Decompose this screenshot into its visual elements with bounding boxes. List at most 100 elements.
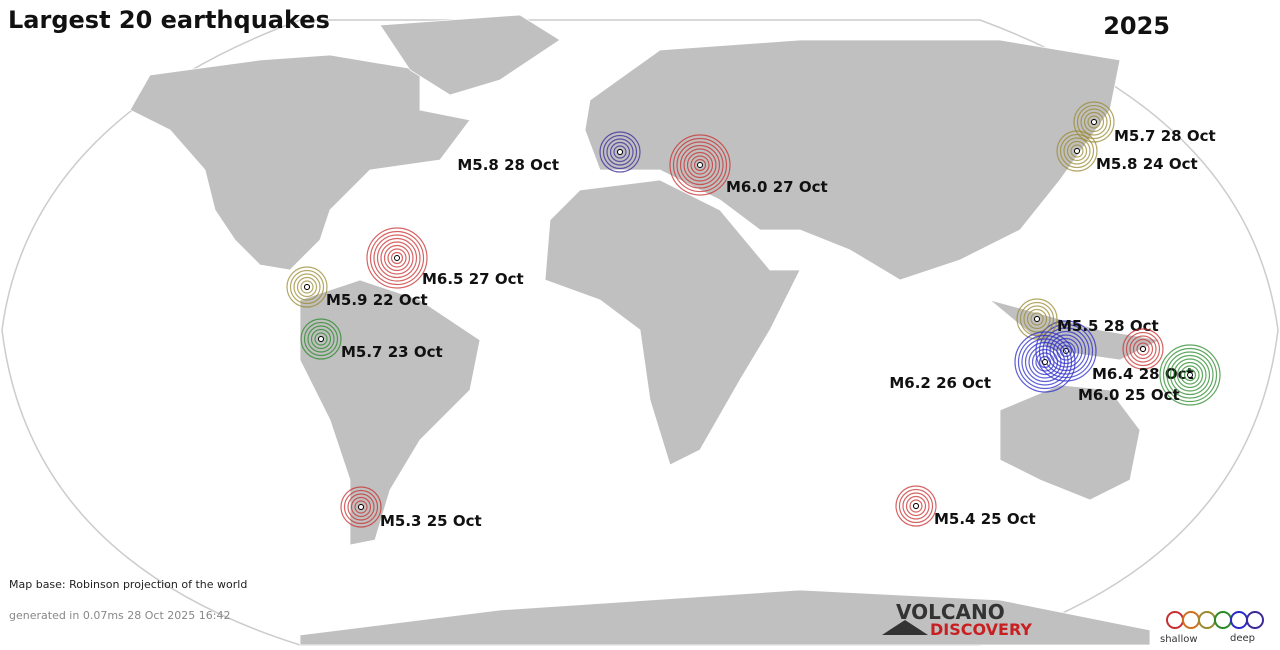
map-base-note: Map base: Robinson projection of the wor… bbox=[9, 578, 247, 591]
ring bbox=[289, 269, 325, 305]
center bbox=[358, 504, 364, 510]
quake-label: M5.5 28 Oct bbox=[1057, 317, 1159, 335]
ring bbox=[293, 273, 321, 301]
generated-note: generated in 0.07ms 28 Oct 2025 16:42 bbox=[9, 609, 230, 622]
center bbox=[1042, 359, 1048, 365]
legend-deep: deep bbox=[1230, 633, 1255, 644]
center bbox=[304, 284, 310, 290]
ring bbox=[1180, 365, 1200, 385]
ring bbox=[1176, 361, 1204, 389]
quake-label: M5.7 23 Oct bbox=[341, 343, 443, 361]
ring bbox=[1073, 101, 1115, 143]
ring bbox=[296, 276, 318, 298]
north-america bbox=[129, 54, 471, 271]
brand-line1: VOLCANO bbox=[896, 600, 1005, 624]
ring bbox=[1166, 351, 1214, 399]
ring bbox=[902, 492, 930, 520]
ring bbox=[1083, 111, 1105, 133]
ring bbox=[1035, 352, 1055, 372]
ring bbox=[380, 241, 414, 275]
ring bbox=[905, 495, 927, 517]
ring bbox=[340, 486, 382, 528]
ring bbox=[387, 248, 407, 268]
quake-marker bbox=[1056, 130, 1098, 172]
ring bbox=[1136, 342, 1150, 356]
quake-marker bbox=[1014, 331, 1076, 393]
quake-marker bbox=[1122, 328, 1164, 370]
brand-logo bbox=[882, 620, 928, 635]
ring bbox=[350, 496, 372, 518]
quake-marker bbox=[599, 131, 641, 173]
ring bbox=[690, 155, 710, 175]
ring bbox=[354, 500, 368, 514]
ring bbox=[314, 332, 328, 346]
quake-label: M5.8 24 Oct bbox=[1096, 155, 1198, 173]
ring bbox=[1030, 312, 1044, 326]
ring bbox=[1125, 331, 1161, 367]
ring bbox=[1070, 144, 1084, 158]
ring bbox=[898, 488, 934, 524]
ring bbox=[390, 251, 404, 265]
center bbox=[913, 503, 919, 509]
quake-label: M5.4 25 Oct bbox=[934, 510, 1036, 528]
year: 2025 bbox=[1103, 12, 1170, 40]
quake-label: M5.9 22 Oct bbox=[326, 291, 428, 309]
ring bbox=[669, 134, 731, 196]
quake-label: M5.7 28 Oct bbox=[1114, 127, 1216, 145]
quake-marker bbox=[340, 486, 382, 528]
eurasia bbox=[584, 39, 1121, 281]
ring bbox=[1169, 354, 1211, 396]
center bbox=[1034, 316, 1040, 322]
ring bbox=[343, 489, 379, 525]
ring bbox=[369, 230, 425, 286]
ring bbox=[1173, 358, 1207, 392]
ring bbox=[1059, 133, 1095, 169]
ring bbox=[1132, 338, 1154, 360]
ring bbox=[1028, 345, 1062, 379]
center bbox=[1091, 119, 1097, 125]
quake-marker bbox=[895, 485, 937, 527]
center bbox=[394, 255, 400, 261]
center bbox=[1074, 148, 1080, 154]
ring bbox=[366, 227, 428, 289]
ring bbox=[383, 244, 411, 272]
ring bbox=[1016, 298, 1058, 340]
quake-label: M6.2 26 Oct bbox=[889, 374, 991, 392]
ring bbox=[1042, 327, 1090, 375]
center bbox=[697, 162, 703, 168]
center bbox=[1140, 346, 1146, 352]
quake-marker bbox=[366, 227, 428, 289]
legend-shallow: shallow bbox=[1160, 634, 1198, 645]
ring bbox=[676, 141, 724, 189]
ring bbox=[1031, 348, 1059, 376]
ring bbox=[1017, 334, 1073, 390]
ring bbox=[1014, 331, 1076, 393]
ring bbox=[300, 280, 314, 294]
quake-marker bbox=[669, 134, 731, 196]
ring bbox=[1038, 355, 1052, 369]
ring bbox=[672, 137, 728, 193]
depth-legend bbox=[1166, 611, 1264, 629]
quake-marker bbox=[1159, 344, 1221, 406]
africa bbox=[544, 179, 801, 466]
australia bbox=[999, 384, 1141, 501]
quake-marker bbox=[300, 318, 342, 360]
ring bbox=[1019, 301, 1055, 337]
center bbox=[617, 149, 623, 155]
quake-marker bbox=[1073, 101, 1115, 143]
ring bbox=[1024, 341, 1066, 383]
ring bbox=[686, 151, 714, 179]
ring bbox=[1063, 137, 1091, 165]
ring bbox=[679, 144, 721, 186]
ring bbox=[286, 266, 328, 308]
ring bbox=[307, 325, 335, 353]
ring bbox=[609, 141, 631, 163]
quake-marker bbox=[1016, 298, 1058, 340]
ring bbox=[613, 145, 627, 159]
ring bbox=[373, 234, 421, 282]
ring bbox=[1035, 320, 1097, 382]
ring bbox=[606, 138, 634, 166]
ring bbox=[895, 485, 937, 527]
ring bbox=[1183, 368, 1197, 382]
ring bbox=[909, 499, 923, 513]
